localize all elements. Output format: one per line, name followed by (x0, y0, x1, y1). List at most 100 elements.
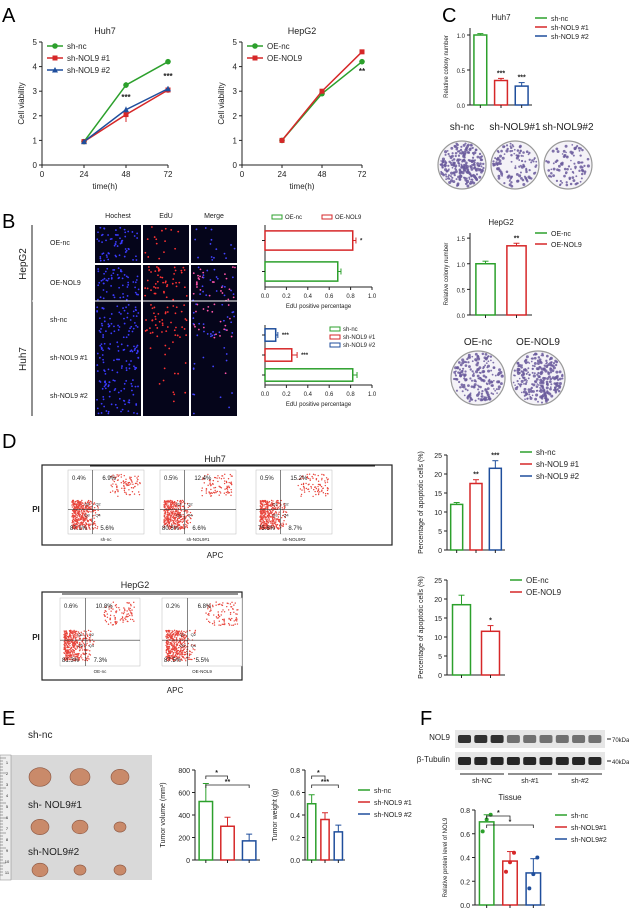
event-dot (86, 510, 88, 513)
colony-dot (561, 153, 564, 155)
event-dot (74, 523, 76, 526)
cell-nucleus (124, 251, 127, 253)
colony-dot (489, 380, 493, 384)
event-dot (184, 526, 187, 528)
event-dot (275, 501, 277, 504)
event-dot (68, 656, 70, 658)
event-dot (187, 642, 189, 645)
event-dot (171, 511, 174, 513)
event-dot (115, 603, 117, 606)
cell-nucleus (163, 367, 166, 370)
legend-label: sh-nc (571, 813, 589, 820)
cell-nucleus (211, 310, 214, 313)
cell-nucleus (211, 334, 214, 337)
colony-dot (447, 174, 451, 177)
event-dot (112, 474, 114, 476)
event-dot (273, 527, 276, 530)
cell-nucleus (223, 346, 226, 349)
colony-dot (486, 398, 489, 401)
cell-nucleus (131, 350, 134, 353)
colony-dot (550, 383, 553, 386)
colony-dot (492, 361, 495, 364)
quadrant-label: Q4 (95, 513, 101, 518)
event-dot (209, 483, 211, 485)
event-dot (72, 654, 75, 656)
panel-letter-c: C (442, 5, 456, 27)
y-tick-label: 2 (33, 112, 38, 121)
event-dot (231, 624, 233, 626)
cell-nucleus (195, 228, 198, 231)
event-dot (183, 637, 185, 640)
event-dot (189, 658, 191, 661)
micrograph-tile (95, 225, 141, 263)
event-dot (172, 652, 174, 654)
cell-nucleus (149, 327, 151, 330)
event-dot (323, 474, 325, 476)
y-tick-label: 0.0 (460, 903, 470, 910)
cell-nucleus (132, 393, 135, 396)
cell-nucleus (227, 304, 230, 306)
cell-nucleus (196, 286, 198, 288)
event-dot (171, 633, 174, 636)
colony-dot (528, 362, 531, 364)
colony-dot (482, 365, 486, 369)
event-dot (167, 641, 170, 643)
event-dot (120, 476, 123, 478)
cell-nucleus (177, 230, 180, 233)
event-dot (87, 511, 90, 513)
cell-nucleus (107, 385, 110, 388)
colony-dot (468, 355, 471, 359)
event-dot (88, 637, 91, 639)
quadrant-percent: 7.3% (94, 658, 108, 664)
cell-nucleus (221, 303, 224, 306)
micrograph-tile (191, 265, 237, 303)
event-dot (270, 504, 272, 506)
event-dot (124, 481, 126, 484)
x-tick-label: 0.6 (325, 392, 334, 398)
blot-band (555, 757, 569, 765)
event-dot (219, 492, 222, 494)
colony-dot (522, 376, 526, 380)
colony-dot (586, 164, 590, 168)
cell-nucleus (118, 311, 121, 314)
event-dot (217, 614, 220, 617)
event-dot (263, 514, 266, 516)
event-dot (130, 478, 132, 481)
colony-dot (447, 176, 450, 178)
data-point (359, 58, 365, 65)
colony-dot (455, 168, 458, 171)
event-dot (185, 656, 188, 659)
event-dot (274, 518, 276, 520)
cell-nucleus (147, 256, 150, 258)
bar (514, 85, 529, 106)
cell-nucleus (146, 238, 149, 240)
event-dot (83, 637, 85, 640)
event-dot (132, 487, 135, 489)
cell-nucleus (209, 333, 212, 335)
cell-nucleus (116, 305, 119, 308)
cell-nucleus (157, 312, 160, 315)
event-dot (94, 527, 96, 529)
event-dot (129, 607, 131, 610)
y-tick-label: 0.4 (460, 856, 470, 863)
x-axis-label: APC (207, 551, 224, 560)
event-dot (312, 477, 314, 479)
bar (502, 860, 518, 906)
colony-dot (514, 387, 518, 391)
event-dot (81, 657, 83, 659)
event-dot (90, 630, 92, 633)
colony-dot (497, 174, 501, 178)
colony-dot (468, 400, 471, 403)
event-dot (85, 644, 88, 646)
event-dot (171, 519, 173, 521)
event-dot (114, 623, 117, 625)
event-dot (81, 649, 84, 651)
event-dot (259, 505, 262, 507)
event-dot (263, 505, 265, 507)
event-dot (168, 654, 170, 656)
colony-dot (444, 150, 448, 154)
cell-nucleus (175, 326, 177, 329)
event-dot (129, 611, 132, 613)
cell-nucleus (123, 387, 126, 390)
colony-dot (455, 178, 458, 181)
